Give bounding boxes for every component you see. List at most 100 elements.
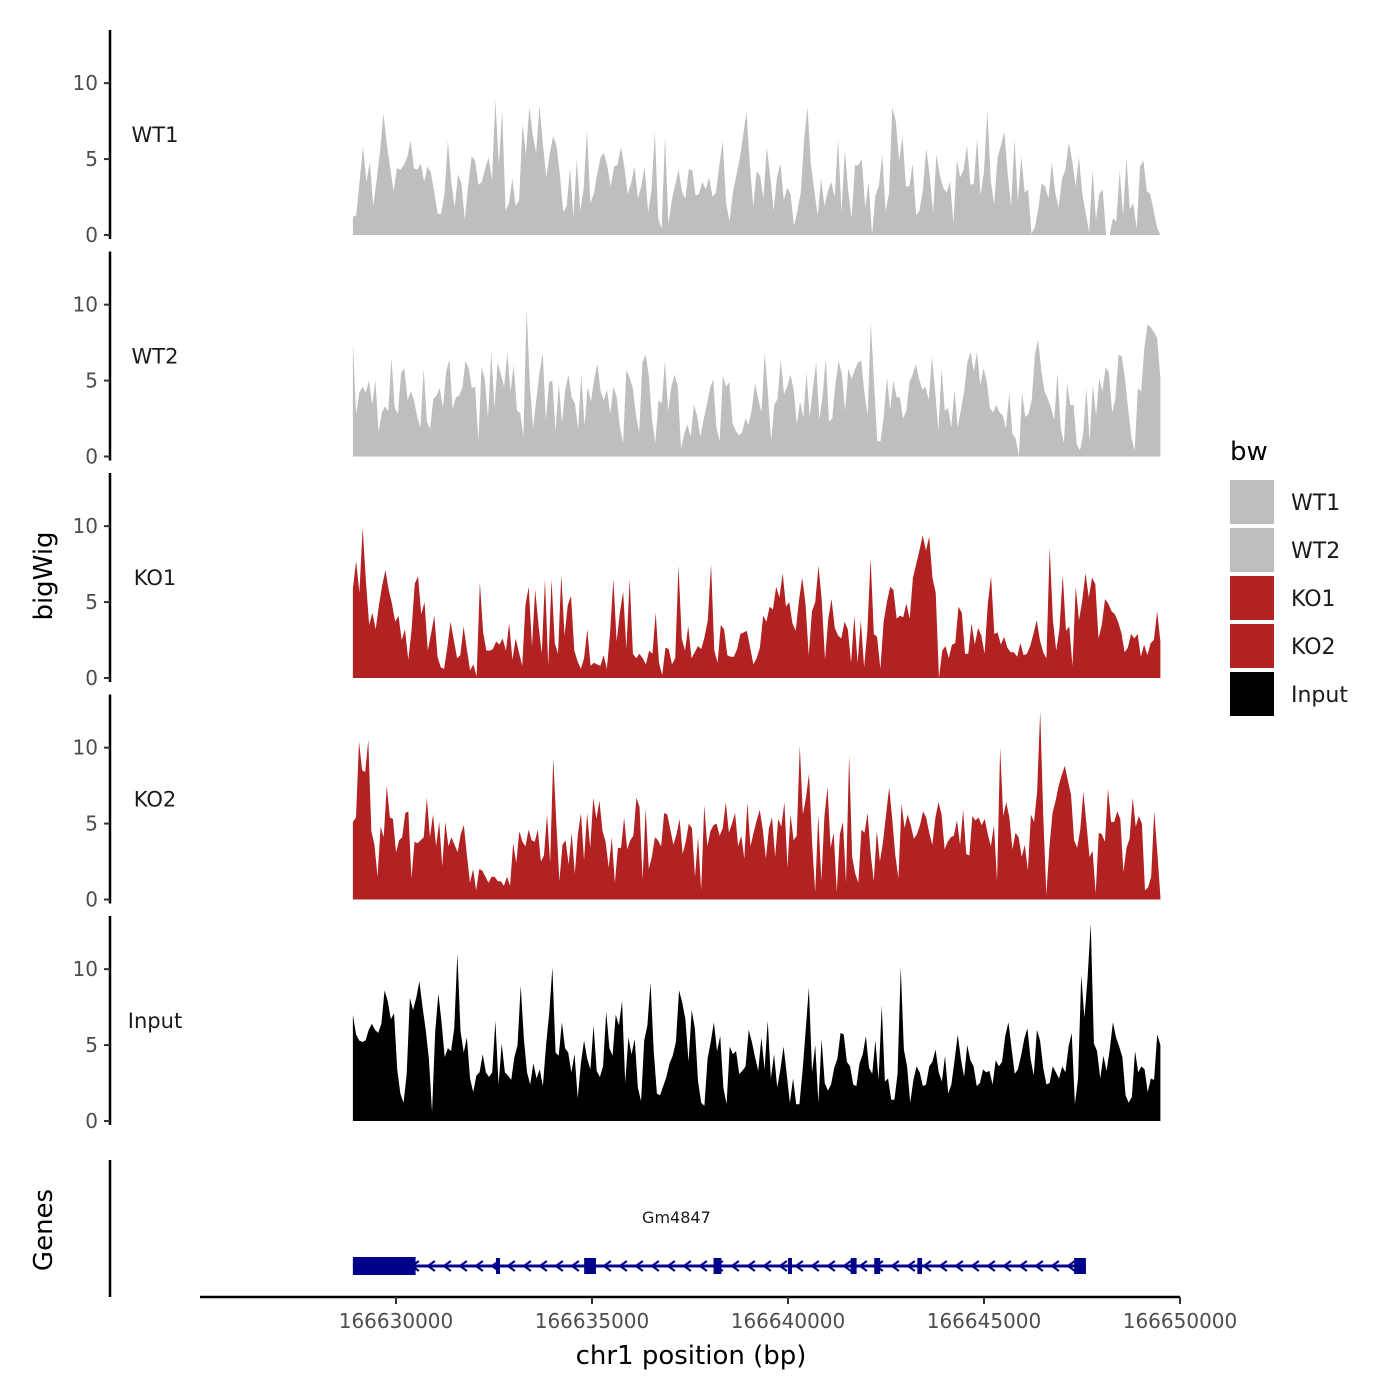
strand-arrow <box>1002 1260 1012 1272</box>
track-panels: 0 5 10 WT1 0 5 10 WT2 0 5 10 KO1 0 5 10 KO2 0 5 10 Input <box>73 30 1161 1133</box>
gene-gm4847: Gm4847 <box>352 1208 1086 1275</box>
legend-title: bw <box>1230 437 1268 467</box>
x-tick-label: 166635000 <box>535 1309 650 1333</box>
track-label-wt2: WT2 <box>132 344 179 368</box>
exon <box>495 1258 500 1274</box>
strand-arrow <box>1066 1260 1076 1272</box>
coverage-area-ko2 <box>352 711 1161 900</box>
strand-arrow <box>826 1260 836 1272</box>
gene-label: Gm4847 <box>642 1208 711 1227</box>
strand-arrow <box>458 1260 468 1272</box>
strand-arrow <box>522 1260 532 1272</box>
y-tick-label: 10 <box>73 957 98 981</box>
coverage-area-wt1 <box>352 99 1161 235</box>
strand-arrow <box>602 1260 612 1272</box>
x-tick-label: 166645000 <box>927 1309 1042 1333</box>
strand-arrow <box>938 1260 948 1272</box>
strand-arrow <box>618 1260 628 1272</box>
legend-swatch-ko2 <box>1230 624 1274 668</box>
genes-axis-title: Genes <box>29 1189 59 1271</box>
exon <box>788 1258 792 1274</box>
strand-arrow <box>954 1260 964 1272</box>
exon <box>352 1257 416 1275</box>
strand-arrow <box>842 1260 852 1272</box>
y-tick-label: 0 <box>85 666 98 690</box>
legend-label-wt2: WT2 <box>1291 539 1340 564</box>
y-tick-label: 0 <box>85 888 98 912</box>
y-axis-title: bigWig <box>29 531 59 620</box>
track-wt1: 0 5 10 WT1 <box>73 30 1161 247</box>
y-tick-label: 10 <box>73 736 98 760</box>
y-tick-label: 0 <box>85 445 98 469</box>
x-tick-label: 166630000 <box>339 1309 454 1333</box>
strand-arrow <box>538 1260 548 1272</box>
legend-swatch-input <box>1230 672 1274 716</box>
strand-arrow <box>698 1260 708 1272</box>
strand-arrow <box>730 1260 740 1272</box>
x-tick-label: 166640000 <box>731 1309 846 1333</box>
y-tick-label: 5 <box>85 590 98 614</box>
y-tick-label: 10 <box>73 293 98 317</box>
exon <box>713 1258 722 1274</box>
y-tick-label: 0 <box>85 1109 98 1133</box>
strand-arrow <box>970 1260 980 1272</box>
strand-arrow <box>506 1260 516 1272</box>
y-tick-label: 0 <box>85 223 98 247</box>
y-tick-label: 5 <box>85 147 98 171</box>
coverage-area-ko1 <box>352 527 1161 678</box>
coverage-area-input <box>352 923 1161 1121</box>
y-tick-label: 5 <box>85 369 98 393</box>
strand-arrow <box>650 1260 660 1272</box>
exon <box>917 1258 923 1274</box>
coverage-area-wt2 <box>352 309 1161 457</box>
track-label-wt1: WT1 <box>132 123 179 147</box>
legend: bw WT1 WT2 KO1 KO2 Input <box>1230 437 1348 716</box>
y-tick-label: 10 <box>73 514 98 538</box>
legend-label-wt1: WT1 <box>1291 491 1340 516</box>
legend-swatch-wt1 <box>1230 480 1274 524</box>
exon <box>1074 1258 1086 1274</box>
strand-arrow <box>906 1260 916 1272</box>
strand-arrow <box>1050 1260 1060 1272</box>
exon <box>584 1258 596 1274</box>
legend-label-ko1: KO1 <box>1291 587 1336 612</box>
x-axis: 166630000 166635000 166640000 166645000 1666… <box>200 1295 1238 1333</box>
exon <box>850 1258 857 1274</box>
strand-arrow <box>778 1260 788 1272</box>
legend-label-ko2: KO2 <box>1291 635 1336 660</box>
exon <box>874 1258 881 1274</box>
y-tick-label: 5 <box>85 1033 98 1057</box>
track-label-ko2: KO2 <box>134 787 177 811</box>
legend-swatch-wt2 <box>1230 528 1274 572</box>
strand-arrow <box>474 1260 484 1272</box>
strand-arrow <box>810 1260 820 1272</box>
y-tick-label: 5 <box>85 812 98 836</box>
strand-arrow <box>666 1260 676 1272</box>
strand-arrow <box>1018 1260 1028 1272</box>
legend-swatch-ko1 <box>1230 576 1274 620</box>
track-label-ko1: KO1 <box>134 566 177 590</box>
x-axis-title: chr1 position (bp) <box>576 1341 807 1371</box>
strand-arrow <box>426 1260 436 1272</box>
strand-arrow <box>746 1260 756 1272</box>
strand-arrow <box>794 1260 804 1272</box>
strand-arrow <box>682 1260 692 1272</box>
strand-arrow <box>858 1260 868 1272</box>
track-ko1: 0 5 10 KO1 <box>73 473 1161 690</box>
strand-arrow <box>554 1260 564 1272</box>
strand-arrow <box>634 1260 644 1272</box>
y-tick-label: 10 <box>73 71 98 95</box>
gene-panel: Gm4847 <box>108 1160 1086 1297</box>
track-label-input: Input <box>128 1009 182 1033</box>
track-ko2: 0 5 10 KO2 <box>73 694 1161 912</box>
strand-arrow <box>986 1260 996 1272</box>
strand-arrow <box>570 1260 580 1272</box>
x-tick-label: 166650000 <box>1123 1309 1238 1333</box>
strand-arrow <box>442 1260 452 1272</box>
track-wt2: 0 5 10 WT2 <box>73 251 1161 469</box>
strand-arrow <box>1034 1260 1044 1272</box>
legend-label-input: Input <box>1291 683 1348 708</box>
strand-arrow <box>762 1260 772 1272</box>
track-input: 0 5 10 Input <box>73 916 1161 1133</box>
